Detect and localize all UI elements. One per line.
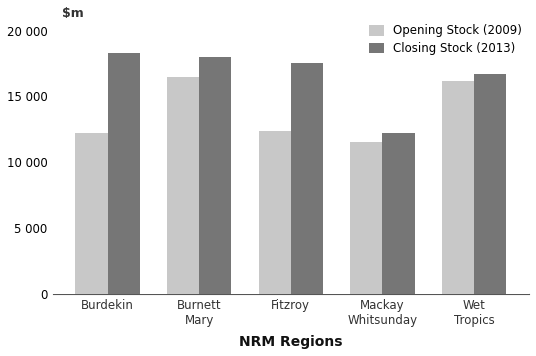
Bar — [351, 142, 383, 294]
Bar — [259, 131, 291, 294]
Bar — [108, 53, 139, 294]
Bar — [291, 63, 323, 294]
X-axis label: NRM Regions: NRM Regions — [239, 335, 343, 349]
Text: $m: $m — [62, 7, 84, 20]
Bar — [442, 80, 474, 294]
Bar — [474, 74, 506, 294]
Bar — [383, 133, 414, 294]
Legend: Opening Stock (2009), Closing Stock (2013): Opening Stock (2009), Closing Stock (201… — [365, 20, 527, 60]
Bar — [199, 57, 231, 294]
Bar — [167, 77, 199, 294]
Bar — [76, 133, 108, 294]
